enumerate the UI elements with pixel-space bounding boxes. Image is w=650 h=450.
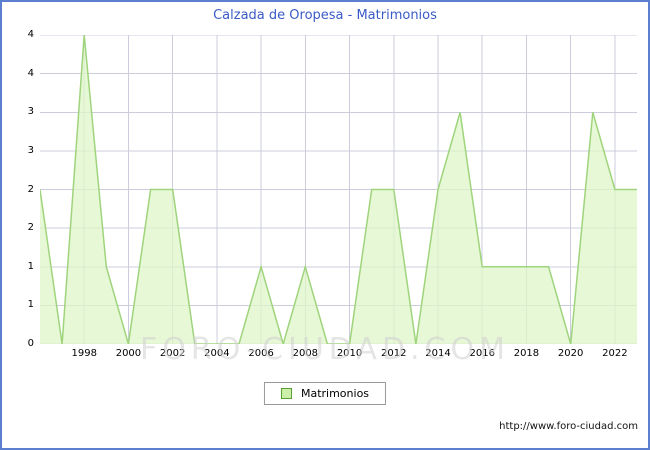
legend-label: Matrimonios: [300, 387, 370, 400]
y-axis-label: 3: [27, 144, 34, 156]
x-axis-label: 2018: [513, 348, 540, 359]
x-axis-label: 2006: [248, 348, 274, 359]
footer-url: http://www.foro-ciudad.com: [499, 421, 638, 432]
x-axis-label: 2014: [425, 348, 451, 359]
chart-title: Calzada de Oropesa - Matrimonios: [213, 8, 437, 23]
y-axis-label: 4: [27, 67, 34, 79]
y-axis-label: 2: [27, 222, 34, 234]
y-axis-label: 3: [27, 106, 34, 118]
y-axis-label: 1: [27, 260, 34, 272]
x-axis-label: 2002: [159, 348, 186, 359]
x-axis-label: 2010: [336, 348, 363, 359]
legend-swatch-icon: [280, 388, 292, 399]
x-axis-label: 2016: [469, 348, 495, 359]
y-axis-label: 2: [27, 183, 34, 195]
x-axis-label: 2008: [292, 348, 319, 359]
y-axis-label: 4: [27, 29, 34, 40]
x-axis-label: 2004: [204, 348, 230, 359]
y-axis-label: 0: [27, 338, 34, 349]
x-axis-label: 2000: [115, 348, 142, 359]
legend: Matrimonios: [263, 382, 387, 405]
x-axis-label: 2022: [602, 348, 628, 359]
area-chart: [40, 35, 637, 344]
x-axis-label: 1998: [71, 348, 97, 359]
x-axis-label: 2020: [557, 348, 584, 359]
x-axis-label: 2012: [381, 348, 407, 359]
y-axis-label: 1: [27, 299, 34, 311]
